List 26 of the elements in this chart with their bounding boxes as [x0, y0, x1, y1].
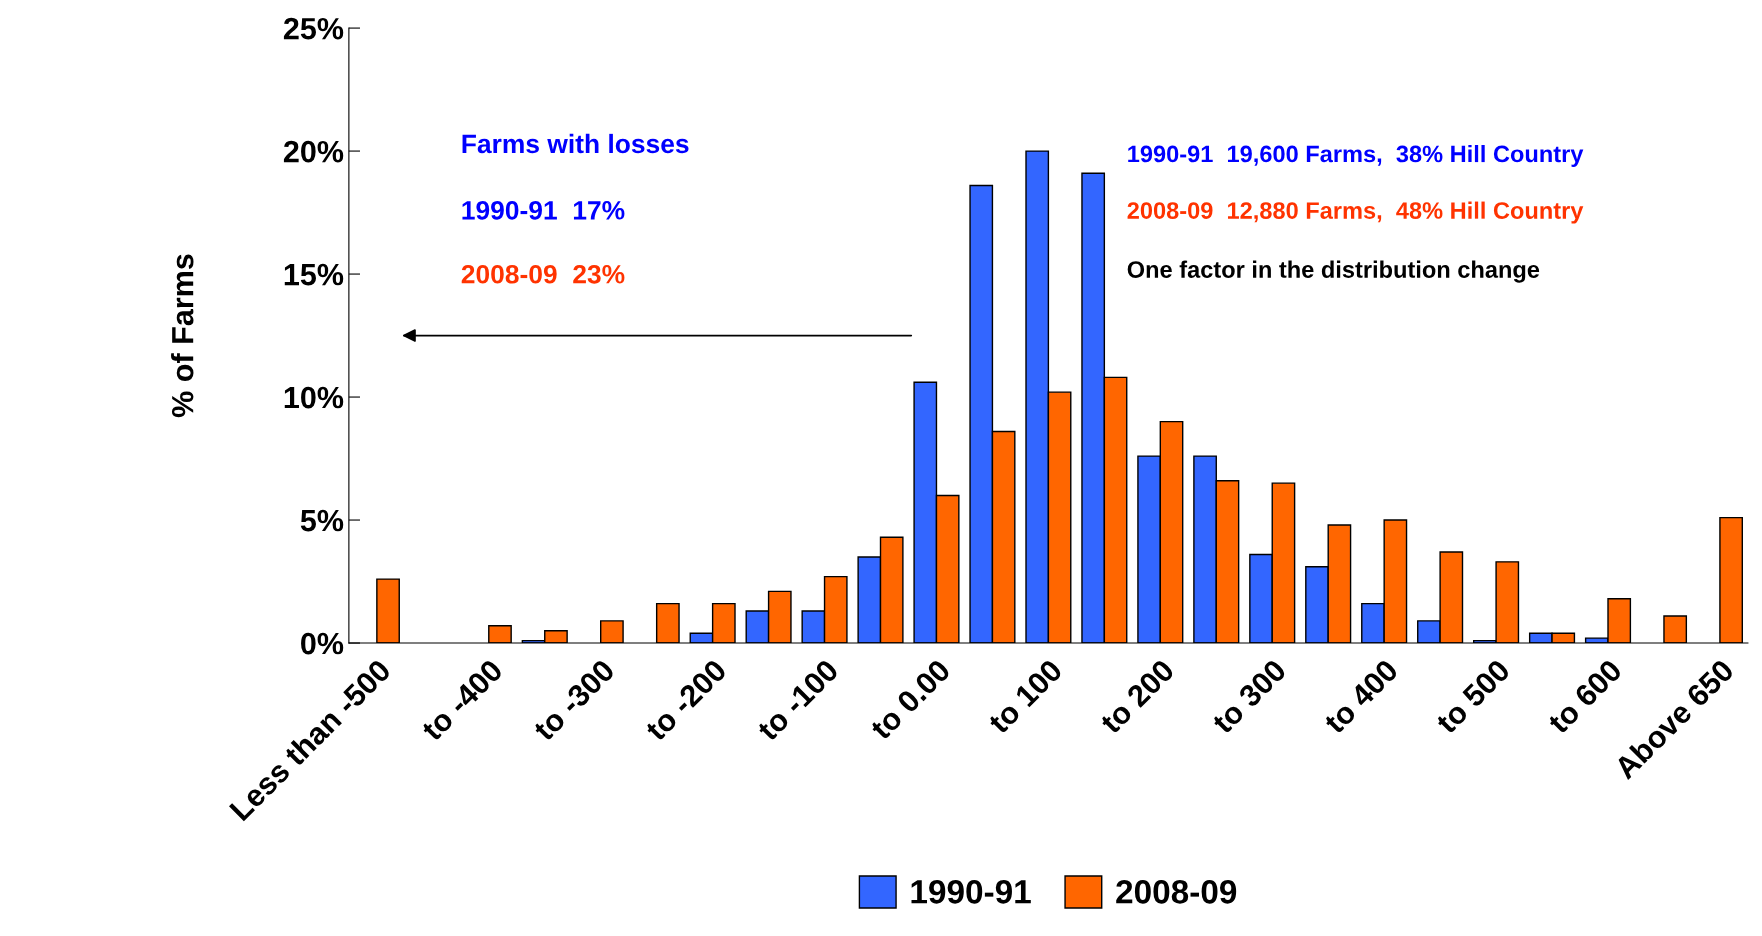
y-tick-label: 5% — [300, 509, 344, 532]
x-tick-label: to 400 — [1322, 658, 1400, 735]
y-axis-title: % of Farms — [171, 254, 194, 418]
annotation: One factor in the distribution change — [1127, 260, 1540, 283]
legend-label: 2008-09 — [1116, 880, 1237, 904]
y-tick-label: 25% — [283, 17, 344, 40]
y-tick-label: 15% — [284, 263, 344, 286]
y-tick-label: 20% — [283, 140, 344, 163]
x-tick-label: to -100 — [755, 658, 840, 743]
x-tick-label: to 500 — [1434, 658, 1512, 735]
x-tick-label: to 600 — [1546, 658, 1623, 735]
x-tick-label: to -400 — [419, 658, 504, 743]
annotation: 2008-09 23% — [461, 264, 625, 284]
x-tick-label: to 300 — [1210, 658, 1288, 735]
annotation: 1990-91 17% — [462, 200, 625, 220]
x-tick-label: to 0.00 — [868, 658, 952, 741]
legend-label: 1990-91 — [911, 880, 1031, 904]
x-tick-label: to -300 — [531, 658, 616, 743]
annotation: Farms with losses — [462, 133, 689, 154]
x-tick-label: to 100 — [986, 658, 1064, 735]
y-tick-label: 10% — [284, 386, 344, 409]
annotation: 1990-91 19,600 Farms, 38% Hill Country — [1128, 144, 1584, 167]
x-tick-label: to 200 — [1098, 658, 1176, 735]
annotation: 2008-09 12,880 Farms, 48% Hill Country — [1127, 201, 1584, 224]
x-tick-label: to -200 — [643, 658, 728, 743]
y-tick-label: 0% — [301, 632, 344, 655]
